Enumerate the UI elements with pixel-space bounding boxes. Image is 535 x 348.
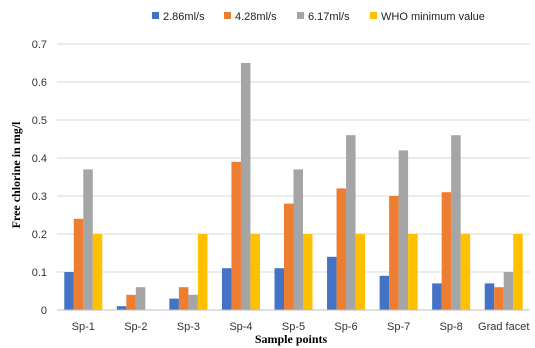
bar xyxy=(303,234,313,310)
y-tick-label: 0.6 xyxy=(32,77,47,89)
bar xyxy=(274,268,284,310)
x-axis-ticks: Sp-1 Sp-2 Sp-3 Sp-4 Sp-5 Sp-6 Sp-7 Sp-8 Grad fac… xyxy=(72,321,530,333)
y-tick-label: 0.2 xyxy=(32,229,47,241)
bar xyxy=(169,298,179,310)
legend-label: WHO minimum value xyxy=(381,11,485,23)
legend-label: 2.86ml/s xyxy=(163,11,205,23)
bar xyxy=(389,196,399,310)
x-tick-label: Grad facet xyxy=(478,321,529,333)
x-tick-label: Sp-3 xyxy=(177,321,200,333)
y-tick-label: 0 xyxy=(41,305,47,317)
bar xyxy=(513,234,523,310)
legend-label: 4.28ml/s xyxy=(235,11,277,23)
bars xyxy=(64,63,523,310)
x-tick-label: Sp-5 xyxy=(282,321,305,333)
legend: 2.86ml/s 4.28ml/s 6.17ml/s WHO minimum valu… xyxy=(152,11,485,23)
bar xyxy=(379,275,390,310)
x-tick-label: Sp-4 xyxy=(229,321,252,333)
bar xyxy=(355,234,366,310)
bar xyxy=(336,188,347,310)
bar xyxy=(284,203,294,310)
bar xyxy=(188,294,198,310)
bar xyxy=(73,218,84,310)
bar xyxy=(250,234,260,310)
bar xyxy=(92,234,103,310)
bar xyxy=(494,287,504,310)
y-tick-label: 0.7 xyxy=(32,39,47,51)
x-axis-title: Sample points xyxy=(255,332,328,346)
bar xyxy=(116,306,127,310)
bar xyxy=(460,234,471,310)
bar xyxy=(327,256,337,310)
y-tick-label: 0.5 xyxy=(32,115,47,127)
bar xyxy=(126,294,136,310)
bar xyxy=(231,161,241,310)
bar xyxy=(441,192,452,310)
y-tick-label: 0.3 xyxy=(32,191,47,203)
x-tick-label: Sp-7 xyxy=(387,321,410,333)
bar xyxy=(346,135,356,310)
bar xyxy=(64,272,74,310)
bar xyxy=(432,283,442,310)
bar xyxy=(398,150,409,310)
bar xyxy=(135,287,146,310)
bar xyxy=(83,169,93,310)
bar xyxy=(408,234,418,310)
y-axis-title: Free chlorine in mg/l xyxy=(9,121,23,228)
bar xyxy=(451,135,461,310)
legend-label: 6.17ml/s xyxy=(308,11,350,23)
x-tick-label: Sp-8 xyxy=(440,321,463,333)
y-axis-ticks: 0 0.1 0.2 0.3 0.4 0.5 0.6 0.7 xyxy=(32,39,47,317)
bar xyxy=(240,63,251,310)
bar xyxy=(221,268,232,310)
legend-swatch xyxy=(224,12,231,19)
bar xyxy=(484,283,495,310)
y-tick-label: 0.4 xyxy=(32,153,47,165)
bar xyxy=(178,287,189,310)
bar xyxy=(197,234,208,310)
x-tick-label: Sp-2 xyxy=(124,321,147,333)
bar xyxy=(503,272,514,310)
bar xyxy=(293,169,303,310)
legend-swatch xyxy=(152,12,159,19)
legend-swatch xyxy=(297,12,304,19)
y-tick-label: 0.1 xyxy=(32,267,47,279)
x-tick-label: Sp-6 xyxy=(334,321,357,333)
legend-swatch xyxy=(370,12,377,19)
x-tick-label: Sp-1 xyxy=(72,321,95,333)
